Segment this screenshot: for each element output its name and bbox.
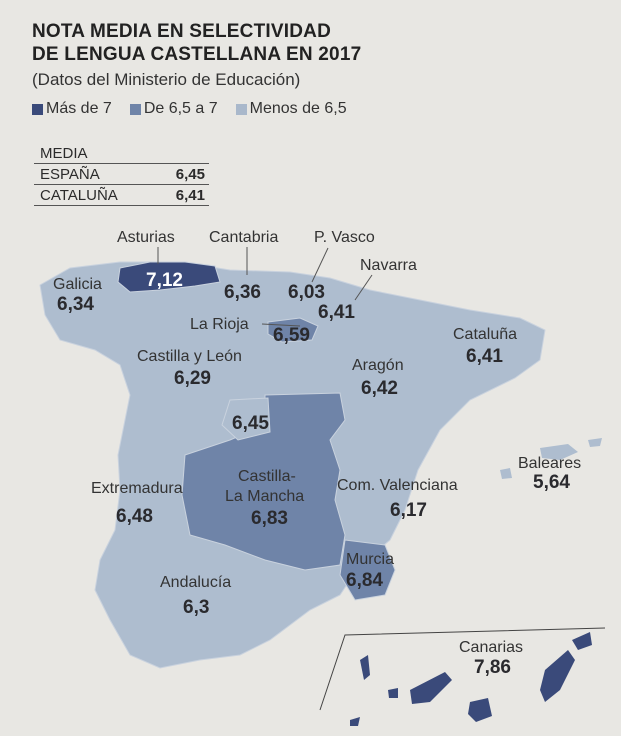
region-castilla-la-mancha <box>181 392 346 571</box>
label-galicia-value: 6,34 <box>57 294 94 315</box>
label-cataluna-name: Cataluña <box>453 326 518 343</box>
legend-item-high: Más de 7 <box>32 100 112 118</box>
region-canarias-fuerteventura <box>540 650 575 702</box>
media-row-name: ESPAÑA <box>40 166 100 183</box>
media-row-espana: ESPAÑA 6,45 <box>34 164 209 185</box>
canarias-frame <box>319 627 606 711</box>
label-baleares-name: Baleares <box>518 455 582 472</box>
label-castillalamancha-value: 6,83 <box>251 508 288 529</box>
media-row-name: CATALUÑA <box>40 187 118 204</box>
legend: Más de 7 De 6,5 a 7 Menos de 6,5 <box>32 100 347 118</box>
leader-navarra <box>354 274 373 301</box>
label-andalucia-name: Andalucía <box>160 574 232 591</box>
label-aragon-value: 6,42 <box>361 378 398 399</box>
label-castillalamancha-name2: La Mancha <box>225 488 305 505</box>
legend-label-low: Menos de 6,5 <box>249 100 347 117</box>
media-row-value: 6,41 <box>175 187 205 204</box>
label-pvasco-name: P. Vasco <box>314 229 375 246</box>
label-galicia-name: Galicia <box>53 276 102 293</box>
label-extremadura-value: 6,48 <box>116 506 153 527</box>
title-line-1: NOTA MEDIA EN SELECTIVIDAD <box>32 21 332 42</box>
label-navarra-value: 6,41 <box>318 302 355 323</box>
map-subtitle: (Datos del Ministerio de Educación) <box>32 70 301 89</box>
region-canarias-lanzarote <box>572 632 592 650</box>
region-madrid <box>221 397 271 441</box>
label-castillayleon-value: 6,29 <box>174 368 211 389</box>
region-canarias-tenerife <box>410 672 452 704</box>
legend-swatch-low <box>235 103 247 115</box>
leader-larioja <box>261 323 301 327</box>
region-asturias <box>117 261 221 293</box>
region-baleares-ibiza <box>500 468 512 479</box>
region-baleares-mallorca <box>540 444 578 460</box>
label-asturias-value: 7,12 <box>146 270 183 291</box>
label-murcia-name: Murcia <box>346 551 395 568</box>
label-larioja-name: La Rioja <box>190 316 249 333</box>
region-canarias-grancanaria <box>468 698 492 722</box>
legend-label-mid: De 6,5 a 7 <box>143 100 218 117</box>
legend-item-mid: De 6,5 a 7 <box>129 100 218 118</box>
media-row-value: 6,45 <box>175 166 205 183</box>
label-castillalamancha-name1: Castilla- <box>238 468 296 485</box>
label-madrid-value: 6,45 <box>232 413 269 434</box>
map-title: NOTA MEDIA EN SELECTIVIDAD DE LENGUA CAS… <box>32 20 361 66</box>
label-asturias-name: Asturias <box>117 229 175 246</box>
leader-pvasco <box>311 247 329 283</box>
label-cataluna-value: 6,41 <box>466 346 503 367</box>
label-valenciana-name: Com. Valenciana <box>337 477 458 494</box>
label-navarra-name: Navarra <box>360 257 417 274</box>
region-la-rioja <box>267 317 319 343</box>
label-baleares-value: 5,64 <box>533 472 570 493</box>
legend-item-low: Menos de 6,5 <box>235 100 347 118</box>
label-pvasco-value: 6,03 <box>288 282 325 303</box>
region-canarias-palma <box>360 655 370 680</box>
media-table-header: MEDIA <box>34 143 209 164</box>
media-row-cataluna: CATALUÑA 6,41 <box>34 185 209 206</box>
legend-swatch-high <box>32 103 43 115</box>
label-aragon-name: Aragón <box>352 357 404 374</box>
label-andalucia-value: 6,3 <box>183 597 210 618</box>
label-canarias-name: Canarias <box>459 639 524 656</box>
region-canarias-gomera <box>388 688 398 698</box>
label-canarias-value: 7,86 <box>474 657 511 678</box>
label-larioja-value: 6,59 <box>273 325 310 346</box>
label-extremadura-name: Extremadura <box>91 480 183 497</box>
label-murcia-value: 6,84 <box>346 570 383 591</box>
label-castillayleon-name: Castilla y León <box>137 348 242 365</box>
label-valenciana-value: 6,17 <box>390 500 427 521</box>
media-header-label: MEDIA <box>40 145 88 162</box>
legend-label-high: Más de 7 <box>46 100 112 117</box>
title-line-2: DE LENGUA CASTELLANA EN 2017 <box>32 44 362 65</box>
region-canarias-hierro <box>350 717 360 726</box>
legend-swatch-mid <box>129 103 141 115</box>
region-murcia <box>339 539 396 601</box>
media-table: MEDIA ESPAÑA 6,45 CATALUÑA 6,41 <box>34 143 209 206</box>
label-cantabria-name: Cantabria <box>209 229 279 246</box>
label-cantabria-value: 6,36 <box>224 282 261 303</box>
region-baleares-menorca <box>588 438 602 447</box>
